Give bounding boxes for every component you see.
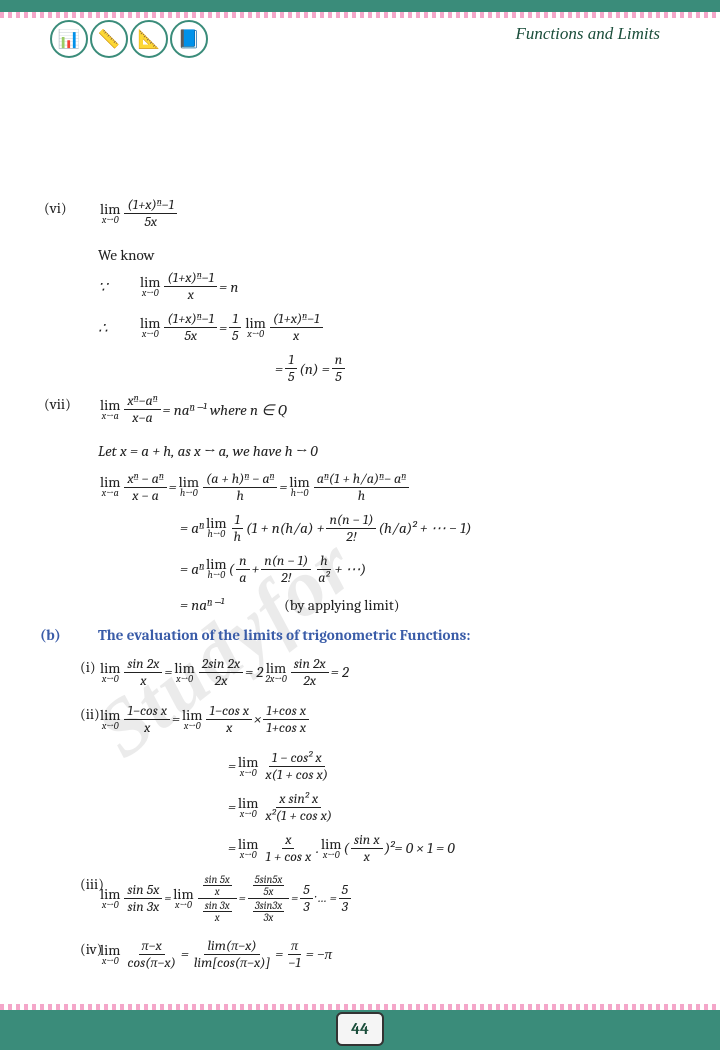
compass-icon: 📐 — [130, 20, 168, 58]
page-number: 44 — [336, 1012, 384, 1046]
book-icon: 📘 — [170, 20, 208, 58]
item-label: (i) — [40, 657, 98, 698]
item-label: (vi) — [40, 198, 98, 239]
ruler-icon: 📏 — [90, 20, 128, 58]
top-border — [0, 0, 720, 12]
page-content: Studyfor (vi) limx→0 (1+x)ⁿ−15x We know … — [40, 90, 680, 995]
calc-icon: 📊 — [50, 20, 88, 58]
text-line: We know — [40, 245, 680, 265]
text-line: Let x = a + h, as x → a, we have h → 0 — [40, 441, 680, 461]
item-label: (vii) — [40, 394, 98, 435]
chapter-title: Functions and Limits — [515, 24, 660, 44]
item-label: (iv) — [40, 939, 98, 980]
header-icons: 📊 📏 📐 📘 — [50, 20, 208, 58]
item-label: (iii) — [40, 874, 98, 933]
because-sym: ∵ — [98, 277, 138, 297]
therefore-sym: ∴ — [98, 318, 138, 338]
item-label: (ii) — [40, 704, 98, 745]
section-title: The evaluation of the limits of trigonom… — [98, 625, 680, 645]
section-label: (b) — [40, 625, 98, 651]
